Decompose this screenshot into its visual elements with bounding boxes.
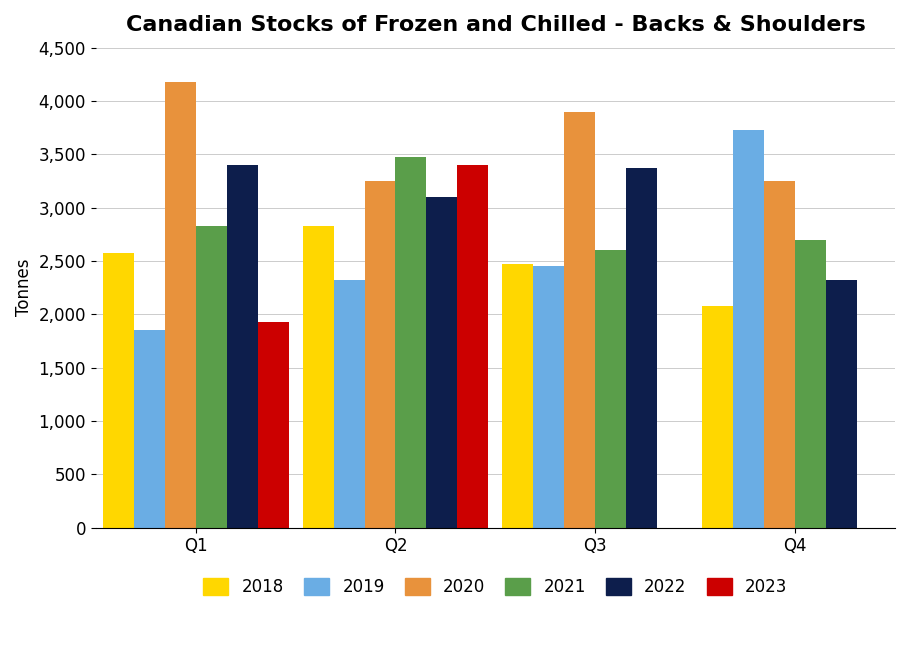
Title: Canadian Stocks of Frozen and Chilled - Backs & Shoulders: Canadian Stocks of Frozen and Chilled - …	[126, 15, 865, 35]
Bar	[564, 112, 595, 527]
Bar	[733, 130, 764, 527]
Bar	[196, 226, 227, 527]
Bar	[227, 165, 258, 527]
Bar	[258, 323, 288, 527]
Bar	[626, 168, 657, 527]
Bar	[595, 251, 626, 527]
Bar	[826, 280, 857, 527]
Bar	[103, 253, 134, 527]
Bar	[396, 157, 427, 527]
Bar	[764, 181, 795, 527]
Bar	[458, 165, 489, 527]
Bar	[334, 280, 365, 527]
Bar	[165, 83, 196, 527]
Bar	[703, 306, 733, 527]
Y-axis label: Tonnes: Tonnes	[15, 259, 33, 317]
Bar	[795, 240, 826, 527]
Bar	[303, 226, 334, 527]
Bar	[427, 197, 458, 527]
Legend: 2018, 2019, 2020, 2021, 2022, 2023: 2018, 2019, 2020, 2021, 2022, 2023	[195, 570, 795, 604]
Bar	[502, 264, 533, 527]
Bar	[533, 266, 564, 527]
Bar	[365, 181, 396, 527]
Bar	[134, 330, 165, 527]
